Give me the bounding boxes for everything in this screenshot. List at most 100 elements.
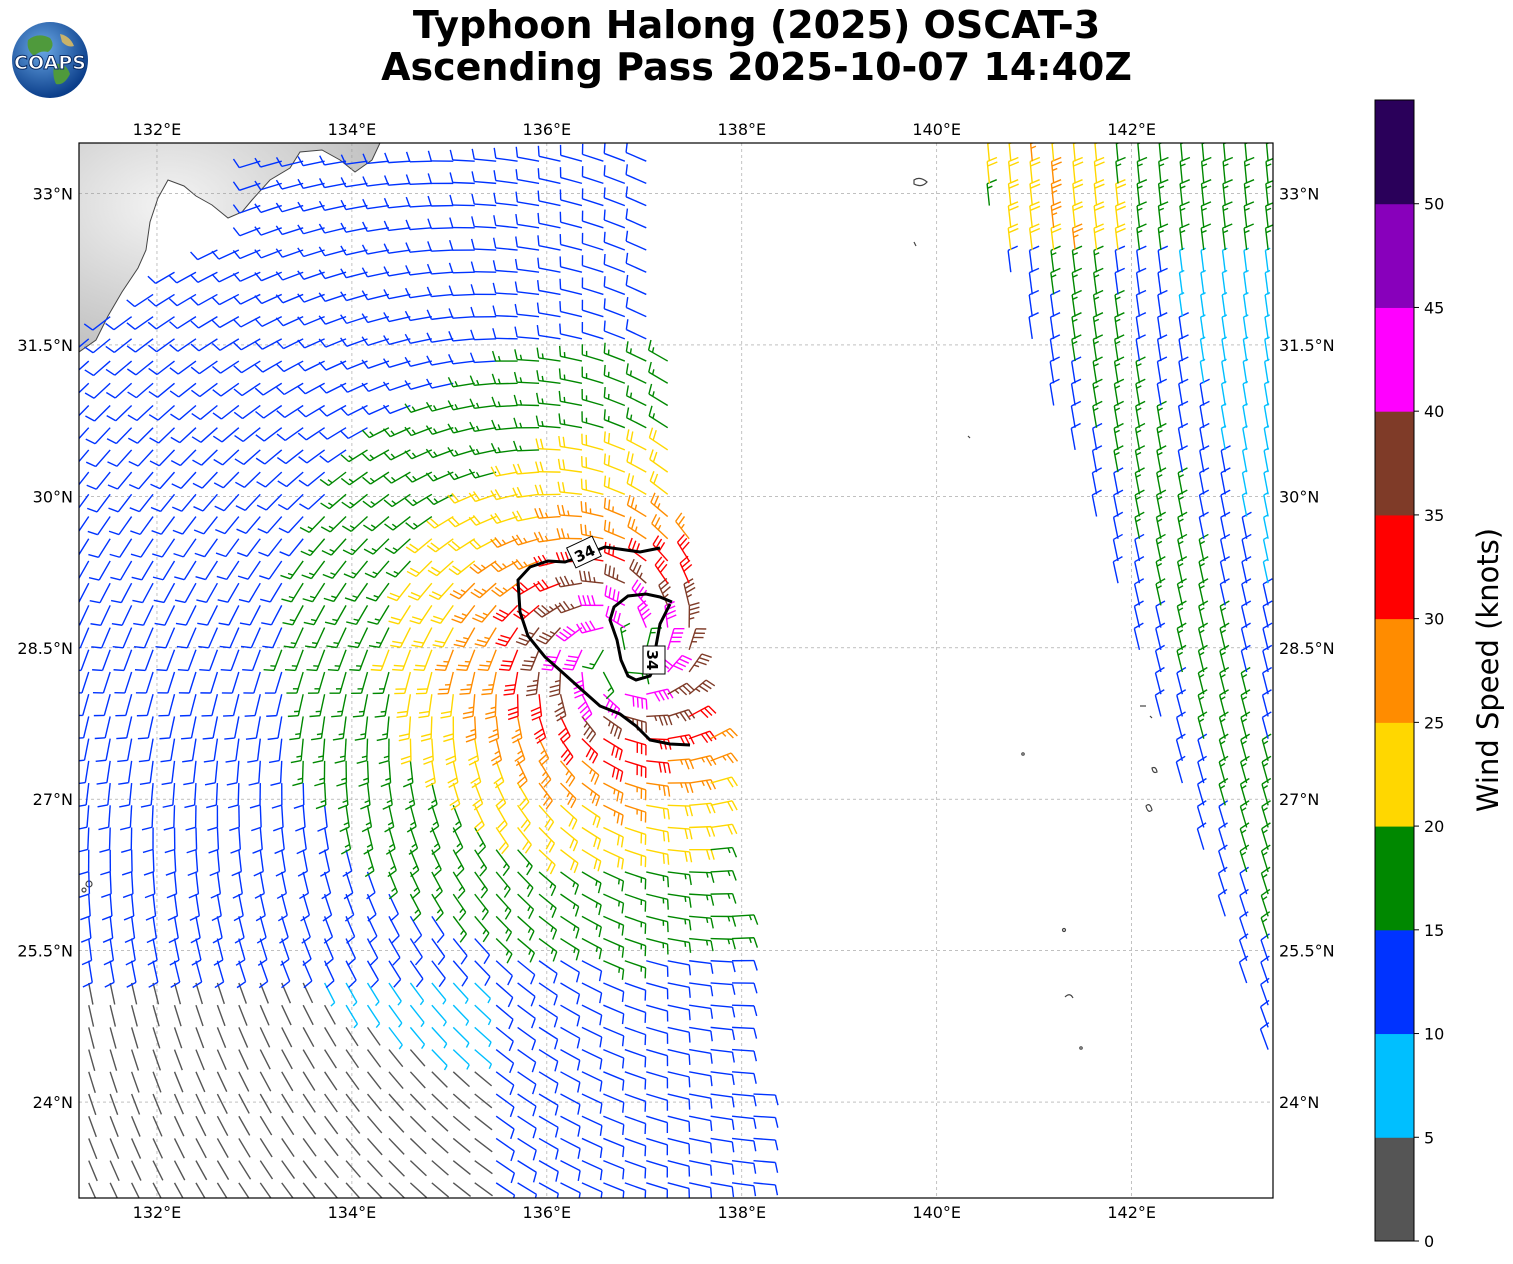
wind-barb bbox=[79, 404, 90, 417]
wind-barb bbox=[284, 649, 304, 672]
wind-barb bbox=[1242, 336, 1249, 362]
lat-tick-label: 27°N bbox=[1279, 790, 1319, 809]
wind-barb bbox=[301, 560, 326, 580]
wind-barb bbox=[88, 538, 111, 559]
wind-barb bbox=[79, 671, 90, 694]
wind-barb bbox=[302, 1138, 317, 1157]
wind-barb bbox=[535, 415, 561, 429]
wind-barb bbox=[195, 1049, 205, 1071]
wind-barb bbox=[560, 982, 581, 1005]
wind-barb bbox=[1135, 267, 1147, 295]
wind-barb bbox=[152, 560, 176, 581]
wind-barb bbox=[495, 1026, 514, 1052]
wind-barb bbox=[625, 230, 647, 251]
wind-barb bbox=[646, 1115, 669, 1133]
wind-barb bbox=[280, 560, 304, 580]
wind-barb bbox=[515, 191, 540, 207]
wind-barb bbox=[165, 849, 177, 876]
wind-barb bbox=[667, 1115, 691, 1132]
wind-barb bbox=[318, 404, 347, 417]
wind-barb bbox=[349, 649, 369, 672]
wind-barb bbox=[351, 671, 369, 695]
wind-barb bbox=[155, 627, 176, 649]
wind-barb bbox=[1157, 267, 1168, 295]
wind-barb bbox=[382, 358, 411, 369]
wind-barb bbox=[251, 805, 262, 832]
wind-barb bbox=[384, 152, 411, 164]
wind-barb bbox=[426, 263, 454, 275]
wind-barb bbox=[581, 804, 601, 828]
wind-barb bbox=[245, 716, 261, 740]
wind-barb bbox=[321, 871, 332, 900]
wind-barb bbox=[79, 382, 90, 394]
wind-barb bbox=[667, 804, 694, 817]
wind-barb bbox=[649, 470, 669, 495]
wind-barb bbox=[651, 513, 669, 540]
wind-barb bbox=[276, 449, 304, 465]
wind-barb bbox=[491, 350, 518, 362]
wind-barb bbox=[624, 849, 647, 868]
wind-barb bbox=[689, 960, 714, 974]
wind-barb bbox=[1157, 289, 1168, 317]
wind-barb bbox=[1156, 422, 1167, 451]
wind-barb bbox=[273, 805, 284, 832]
wind-barb bbox=[517, 1004, 536, 1029]
wind-barb bbox=[390, 627, 412, 648]
wind-barb bbox=[1175, 733, 1186, 762]
wind-barb bbox=[1240, 733, 1251, 762]
wind-barb bbox=[581, 1093, 603, 1114]
wind-barb bbox=[511, 534, 540, 546]
wind-barb bbox=[538, 782, 553, 810]
lon-tick-label: 138°E bbox=[717, 1203, 766, 1222]
contour-label-top: 34 bbox=[565, 535, 603, 569]
wind-barb bbox=[448, 285, 475, 297]
wind-barb bbox=[79, 516, 90, 533]
wind-barb bbox=[340, 449, 368, 463]
wind-barb bbox=[374, 694, 390, 718]
wind-barb bbox=[581, 1160, 603, 1181]
wind-barb bbox=[120, 805, 133, 831]
wind-barb bbox=[688, 705, 717, 719]
wind-barb bbox=[194, 538, 218, 558]
wind-barb bbox=[1071, 334, 1082, 362]
wind-barb bbox=[646, 915, 669, 933]
wind-barb bbox=[452, 893, 467, 921]
wind-barb bbox=[409, 1004, 425, 1028]
wind-barb bbox=[152, 1093, 163, 1115]
wind-barb bbox=[731, 1182, 757, 1197]
wind-barb bbox=[625, 143, 647, 162]
wind-barb bbox=[79, 493, 90, 509]
wind-barb bbox=[254, 360, 283, 373]
colorbar: 0 5 10 15 20 25 30 35 40 45 50 bbox=[1374, 99, 1444, 1251]
wind-barb bbox=[234, 449, 261, 466]
wind-barb bbox=[345, 1182, 361, 1198]
contour-label-inner: 34 bbox=[642, 645, 666, 675]
wind-barb bbox=[234, 916, 245, 944]
wind-barb bbox=[193, 516, 218, 535]
wind-barb bbox=[153, 582, 176, 604]
wind-barb bbox=[388, 938, 401, 966]
wind-barb bbox=[667, 893, 692, 908]
wind-barb bbox=[104, 960, 115, 988]
wind-barb bbox=[581, 456, 604, 473]
wind-barb bbox=[293, 783, 305, 810]
wind-barb bbox=[383, 471, 411, 484]
wind-barb bbox=[557, 458, 583, 473]
wind-barb bbox=[405, 219, 432, 231]
wind-barb bbox=[154, 605, 176, 626]
wind-barb bbox=[646, 760, 671, 774]
wind-barb bbox=[88, 982, 94, 1005]
wind-barb bbox=[169, 938, 180, 966]
wind-barb bbox=[169, 382, 197, 398]
wind-barb bbox=[132, 582, 154, 604]
wind-barb bbox=[626, 429, 647, 451]
wind-barb bbox=[538, 937, 558, 962]
wind-barb bbox=[452, 1182, 472, 1197]
wind-barb bbox=[624, 871, 647, 890]
wind-barb bbox=[130, 1027, 139, 1049]
wind-barb bbox=[88, 1182, 97, 1198]
latitude-ticks: 33°N 33°N 31.5°N 31.5°N 30°N 30°N 28.5°N 28.5°N… bbox=[17, 184, 1334, 1112]
wind-barb bbox=[130, 1160, 142, 1181]
wind-barb bbox=[356, 738, 369, 764]
wind-barb bbox=[79, 427, 90, 440]
